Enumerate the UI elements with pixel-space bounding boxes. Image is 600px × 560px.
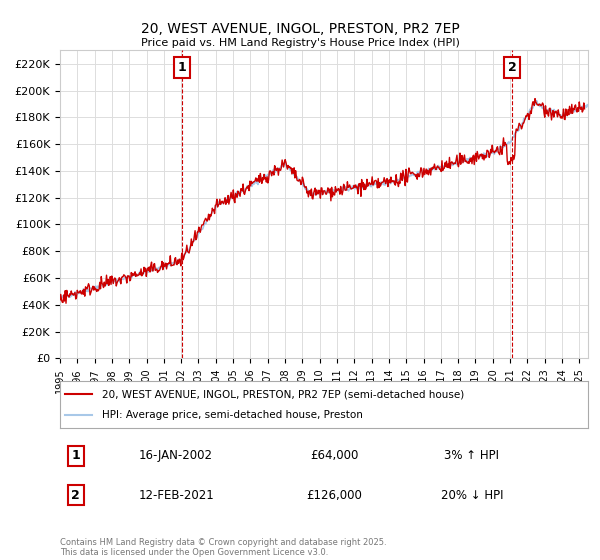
Text: 20, WEST AVENUE, INGOL, PRESTON, PR2 7EP: 20, WEST AVENUE, INGOL, PRESTON, PR2 7EP (140, 22, 460, 36)
Text: 2: 2 (71, 488, 80, 502)
Text: 2: 2 (508, 61, 517, 74)
Text: 1: 1 (71, 449, 80, 463)
Text: 20, WEST AVENUE, INGOL, PRESTON, PR2 7EP (semi-detached house): 20, WEST AVENUE, INGOL, PRESTON, PR2 7EP… (102, 389, 464, 399)
Text: 12-FEB-2021: 12-FEB-2021 (138, 488, 214, 502)
Text: 16-JAN-2002: 16-JAN-2002 (139, 449, 213, 463)
Text: HPI: Average price, semi-detached house, Preston: HPI: Average price, semi-detached house,… (102, 410, 363, 420)
Text: £64,000: £64,000 (310, 449, 359, 463)
Text: 3% ↑ HPI: 3% ↑ HPI (445, 449, 499, 463)
Text: Contains HM Land Registry data © Crown copyright and database right 2025.
This d: Contains HM Land Registry data © Crown c… (60, 538, 386, 557)
Text: Price paid vs. HM Land Registry's House Price Index (HPI): Price paid vs. HM Land Registry's House … (140, 38, 460, 48)
Text: £126,000: £126,000 (307, 488, 362, 502)
Text: 20% ↓ HPI: 20% ↓ HPI (440, 488, 503, 502)
Text: 1: 1 (178, 61, 186, 74)
